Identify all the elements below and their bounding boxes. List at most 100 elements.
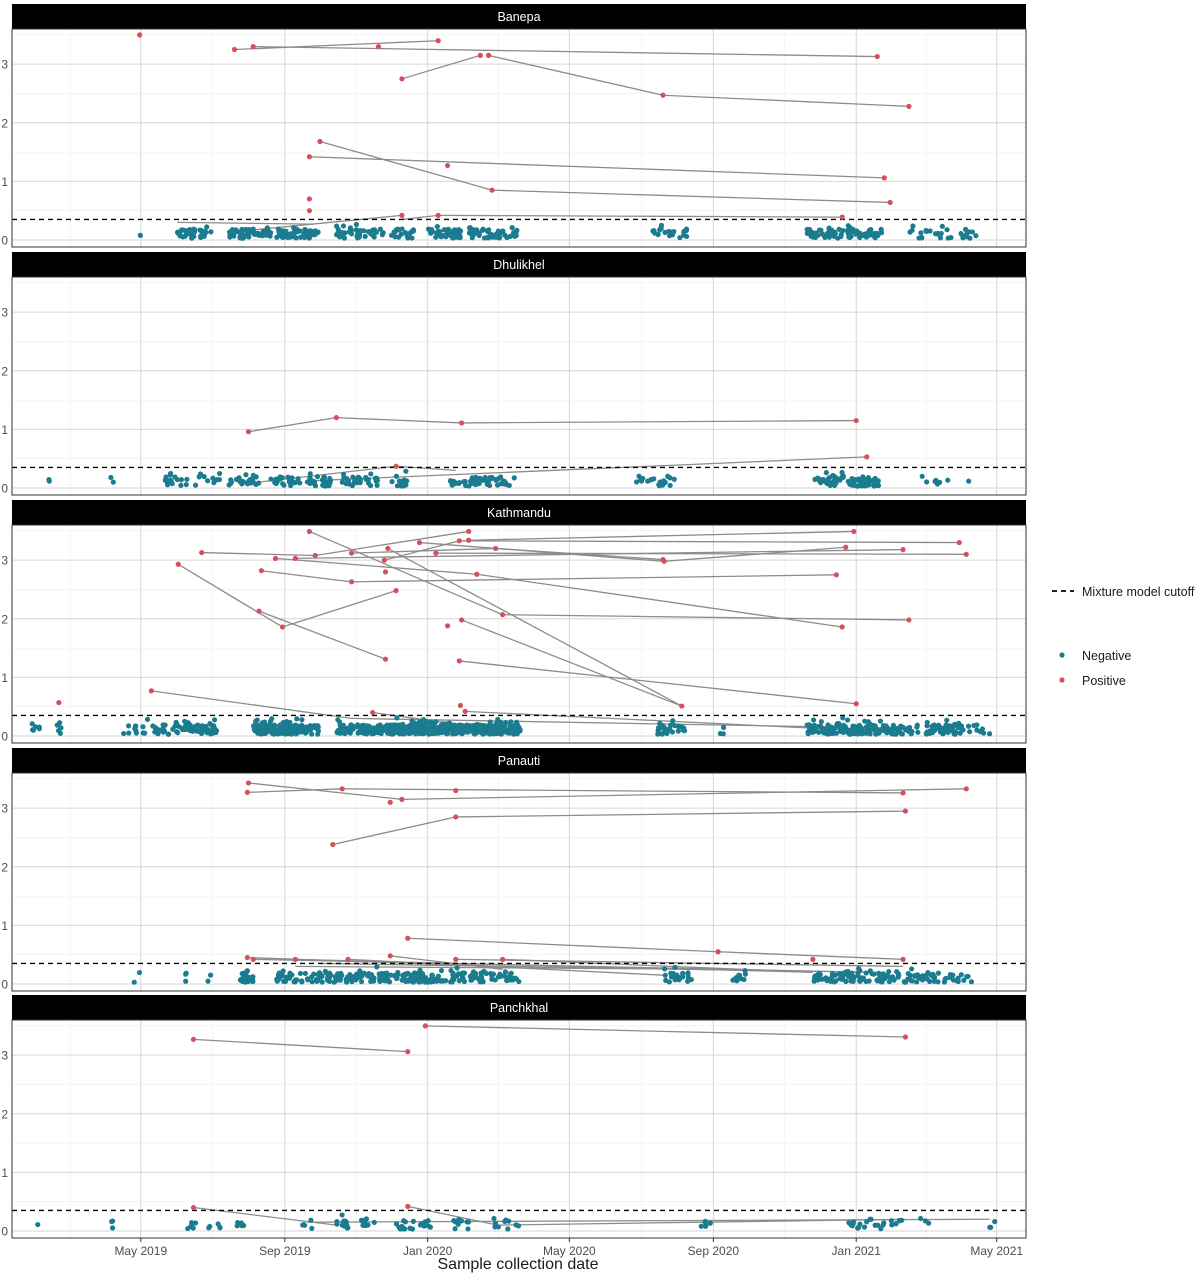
negative-point — [845, 717, 850, 722]
facet-panel: Kathmandu0123 — [1, 500, 1026, 765]
negative-point — [819, 719, 824, 724]
negative-point — [379, 972, 384, 977]
negative-point — [287, 232, 292, 237]
negative-point — [396, 235, 401, 240]
negative-point — [949, 724, 954, 729]
negative-point — [189, 236, 194, 241]
negative-point — [493, 478, 498, 483]
negative-point — [126, 723, 131, 728]
negative-point — [685, 979, 690, 984]
negative-point — [260, 233, 265, 238]
negative-point — [677, 724, 682, 729]
panel-background — [12, 277, 1026, 495]
negative-point — [699, 1224, 704, 1229]
negative-point — [933, 231, 938, 236]
negative-point — [918, 976, 923, 981]
negative-point — [822, 728, 827, 733]
negative-point — [337, 719, 342, 724]
negative-point — [680, 971, 685, 976]
negative-point — [850, 1223, 855, 1228]
negative-point — [742, 968, 747, 973]
negative-point — [805, 231, 810, 236]
negative-point — [425, 1218, 430, 1223]
legend-positive-key — [1059, 677, 1064, 682]
negative-point — [208, 229, 213, 234]
negative-point — [231, 234, 236, 239]
positive-point — [864, 454, 869, 459]
positive-point — [500, 612, 505, 617]
negative-point — [244, 979, 249, 984]
negative-point — [918, 1216, 923, 1221]
negative-point — [315, 474, 320, 479]
panel-background — [12, 1020, 1026, 1238]
negative-point — [299, 979, 304, 984]
negative-point — [234, 477, 239, 482]
negative-point — [188, 1224, 193, 1229]
negative-point — [449, 231, 454, 236]
facet-title: Banepa — [497, 10, 540, 24]
negative-point — [636, 474, 641, 479]
negative-point — [833, 978, 838, 983]
positive-point — [388, 953, 393, 958]
negative-point — [145, 717, 150, 722]
negative-point — [406, 971, 411, 976]
negative-point — [167, 478, 172, 483]
negative-point — [838, 234, 843, 239]
positive-point — [493, 546, 498, 551]
y-tick-label: 1 — [1, 1166, 8, 1180]
y-tick-label: 0 — [1, 977, 8, 991]
negative-point — [210, 476, 215, 481]
negative-point — [660, 732, 665, 737]
negative-point — [467, 229, 472, 234]
negative-point — [366, 477, 371, 482]
negative-point — [308, 471, 313, 476]
negative-point — [388, 729, 393, 734]
negative-point — [248, 227, 253, 232]
negative-point — [400, 722, 405, 727]
negative-point — [454, 974, 459, 979]
positive-point — [466, 529, 471, 534]
negative-point — [163, 474, 168, 479]
negative-point — [966, 479, 971, 484]
negative-point — [442, 227, 447, 232]
negative-point — [111, 480, 116, 485]
positive-point — [903, 1034, 908, 1039]
negative-point — [244, 232, 249, 237]
negative-point — [394, 1221, 399, 1226]
negative-point — [285, 475, 290, 480]
negative-point — [932, 728, 937, 733]
negative-point — [303, 971, 308, 976]
negative-point — [184, 971, 189, 976]
negative-point — [183, 979, 188, 984]
negative-point — [394, 474, 399, 479]
positive-point — [317, 139, 322, 144]
negative-point — [668, 483, 673, 488]
positive-point — [405, 1204, 410, 1209]
negative-point — [299, 723, 304, 728]
negative-point — [862, 1225, 867, 1230]
positive-point — [660, 93, 665, 98]
negative-point — [932, 975, 937, 980]
negative-point — [932, 722, 937, 727]
negative-point — [974, 722, 979, 727]
negative-point — [268, 725, 273, 730]
negative-point — [896, 975, 901, 980]
negative-point — [860, 479, 865, 484]
negative-point — [832, 483, 837, 488]
negative-point — [882, 724, 887, 729]
positive-point — [273, 556, 278, 561]
x-tick-label: May 2021 — [970, 1244, 1023, 1258]
negative-point — [866, 233, 871, 238]
negative-point — [932, 479, 937, 484]
negative-point — [206, 729, 211, 734]
negative-point — [217, 477, 222, 482]
negative-point — [847, 729, 852, 734]
negative-point — [348, 722, 353, 727]
negative-point — [943, 976, 948, 981]
negative-point — [924, 723, 929, 728]
negative-point — [670, 718, 675, 723]
negative-point — [909, 729, 914, 734]
negative-point — [292, 229, 297, 234]
negative-point — [496, 974, 501, 979]
